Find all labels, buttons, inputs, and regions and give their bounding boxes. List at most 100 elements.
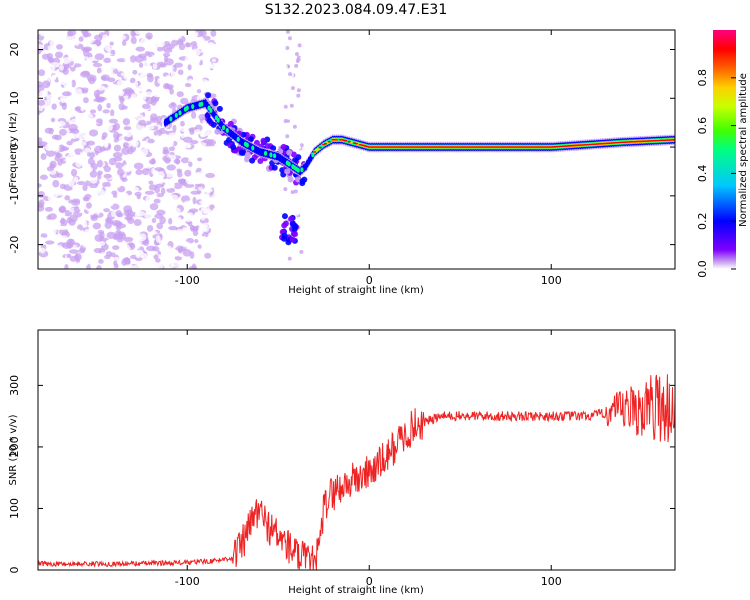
spectrogram-cell bbox=[84, 92, 90, 98]
spectrogram-cell bbox=[238, 248, 245, 253]
spectrogram-cell bbox=[254, 203, 260, 208]
spectrogram-cell bbox=[300, 167, 304, 173]
spectrogram-cell bbox=[89, 109, 97, 114]
spectrogram-cell bbox=[240, 88, 249, 93]
spectrogram-cell bbox=[256, 240, 261, 245]
spectrogram-cell bbox=[237, 201, 244, 206]
spectrogram-cell bbox=[296, 93, 301, 98]
spectrogram-cell bbox=[103, 165, 112, 173]
spectrogram-cell bbox=[154, 183, 164, 188]
snr-xtick-label: 100 bbox=[541, 575, 562, 588]
spectrogram-cell bbox=[77, 172, 87, 179]
spectrogram-cell bbox=[187, 152, 196, 157]
spectrogram-cell bbox=[80, 215, 87, 223]
spectrogram-cell bbox=[40, 233, 48, 239]
spectrogram-cell bbox=[192, 196, 197, 205]
spectrogram-cell bbox=[294, 51, 299, 56]
spectrogram-cell bbox=[141, 168, 150, 176]
spectrogram-cell bbox=[255, 249, 263, 254]
spectrogram-cell bbox=[249, 83, 257, 88]
spectrogram-cell bbox=[42, 161, 50, 167]
spectrogram-cell bbox=[153, 57, 158, 62]
spectrogram-cell bbox=[122, 257, 131, 262]
spectrogram-cell bbox=[263, 211, 269, 216]
spectrogram-cell bbox=[156, 222, 164, 230]
spectrogram-cell bbox=[255, 126, 264, 131]
spectrogram-cell bbox=[255, 131, 262, 136]
spectrogram-cell bbox=[156, 209, 166, 216]
spectrogram-cell bbox=[287, 36, 292, 41]
spectrogram-cell bbox=[296, 36, 301, 41]
spectrogram-cell bbox=[273, 203, 281, 208]
spectrogram-cell bbox=[109, 179, 120, 187]
spectrogram-cell bbox=[96, 170, 103, 175]
spectrogram-cell bbox=[269, 111, 275, 116]
snr-ytick-label: 200 bbox=[8, 436, 21, 457]
spectrogram-cell bbox=[89, 170, 98, 178]
spectrogram-cell bbox=[187, 64, 192, 71]
spectrogram-cell bbox=[254, 224, 262, 229]
snr-axes: -100 0 100 0 100 200 300 bbox=[8, 330, 675, 588]
spectrogram-cell bbox=[242, 67, 250, 72]
spectrogram-cell bbox=[288, 215, 295, 222]
spectrogram-cell bbox=[91, 43, 98, 52]
spectrogram-cell bbox=[119, 96, 125, 104]
spectrogram-cell bbox=[138, 62, 144, 68]
spectrogram-cell bbox=[185, 105, 189, 111]
spectrogram-cell bbox=[266, 72, 272, 77]
spectrogram-cell bbox=[275, 175, 280, 180]
spectrogram-cell bbox=[85, 180, 90, 187]
spectrogram-cell bbox=[221, 95, 229, 100]
spectrogram-cell bbox=[42, 80, 51, 89]
spectrogram-cell bbox=[106, 94, 116, 100]
spectrogram-cell bbox=[189, 224, 195, 232]
spectrogram-cell bbox=[260, 71, 266, 76]
spectrogram-cell bbox=[81, 89, 89, 94]
spectrogram-cell bbox=[69, 214, 78, 223]
spectrogram-ytick-label: -20 bbox=[8, 236, 21, 254]
spectrogram-cell bbox=[298, 261, 303, 266]
spectrogram-cell bbox=[275, 249, 281, 254]
spectrogram-cell bbox=[162, 245, 173, 253]
spectrogram-cell bbox=[53, 197, 59, 205]
spectrogram-cell bbox=[203, 222, 209, 227]
spectrogram-cell bbox=[84, 228, 94, 236]
spectrogram-cell bbox=[122, 142, 129, 149]
spectrogram-cell bbox=[241, 80, 248, 85]
spectrogram-cell bbox=[97, 104, 103, 112]
spectrogram-cell bbox=[273, 153, 277, 159]
spectrogram-cell bbox=[137, 233, 147, 242]
spectrogram-cell bbox=[296, 88, 301, 93]
spectrogram-cell bbox=[67, 179, 75, 187]
spectrogram-cell bbox=[247, 239, 255, 244]
spectrogram-cell bbox=[169, 88, 174, 95]
spectrogram-cell bbox=[296, 96, 301, 101]
spectrogram-cell bbox=[152, 63, 158, 70]
spectrogram-cell bbox=[123, 244, 131, 252]
spectrogram-cell bbox=[78, 248, 86, 254]
spectrogram-cell bbox=[172, 124, 177, 133]
spectrogram-cell bbox=[113, 263, 119, 269]
spectrogram-cell bbox=[129, 102, 139, 109]
spectrogram-cell bbox=[146, 224, 154, 232]
spectrogram-cell bbox=[38, 105, 44, 112]
spectrogram-cell bbox=[210, 121, 217, 128]
spectrogram-cell bbox=[57, 158, 63, 166]
snr-xtick-label: -100 bbox=[175, 575, 200, 588]
spectrogram-cell bbox=[116, 79, 125, 87]
spectrogram-cell bbox=[141, 103, 151, 110]
spectrogram-cell bbox=[283, 187, 288, 192]
spectrogram-cell bbox=[213, 188, 222, 193]
spectrogram-cell bbox=[182, 136, 193, 143]
spectrogram-cell bbox=[274, 115, 282, 120]
spectrogram-cell bbox=[162, 95, 171, 101]
spectrogram-cell bbox=[283, 104, 288, 109]
spectrogram-cell bbox=[120, 49, 129, 55]
spectrogram-cell bbox=[287, 256, 292, 261]
spectrogram-cell bbox=[61, 91, 72, 97]
spectrogram-cell bbox=[135, 169, 143, 176]
spectrogram-cell bbox=[123, 264, 134, 269]
spectrogram-xtick-label: 100 bbox=[541, 274, 562, 287]
spectrogram-cell bbox=[185, 176, 196, 185]
spectrogram-cell bbox=[77, 141, 87, 146]
